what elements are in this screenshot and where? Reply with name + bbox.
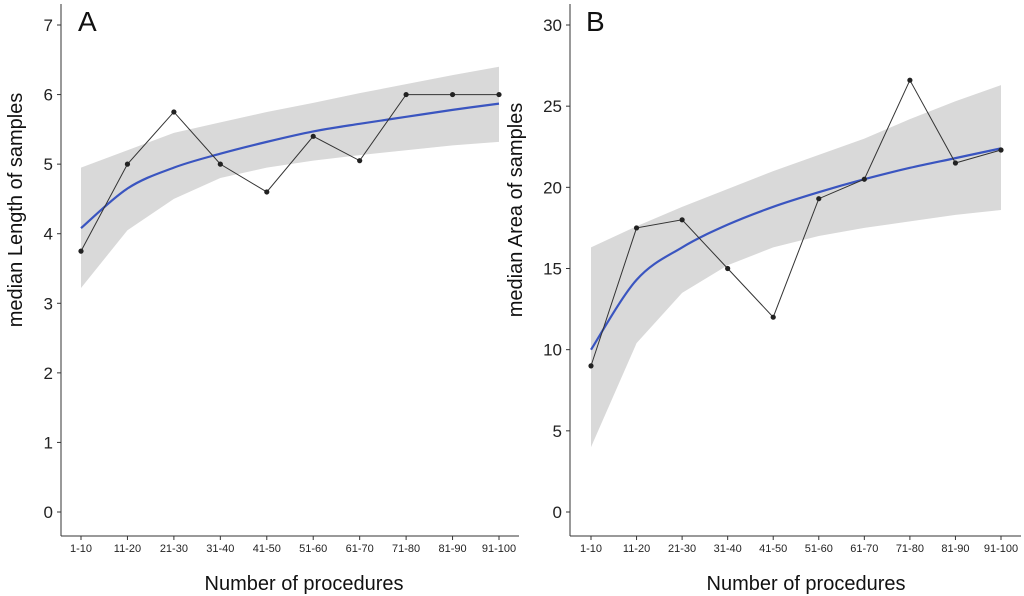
data-point <box>403 91 409 98</box>
x-tick-label: 51-60 <box>805 543 833 555</box>
data-point <box>907 77 913 83</box>
x-tick-label: 21-30 <box>668 543 696 555</box>
y-tick-label: 5 <box>553 422 562 441</box>
x-tick-label: 21-30 <box>160 543 188 555</box>
data-point <box>952 160 959 166</box>
x-tick-label: 1-10 <box>70 543 92 555</box>
data-point <box>588 363 594 369</box>
x-tick-label: 31-40 <box>206 543 234 555</box>
data-point <box>357 158 363 164</box>
x-tick-label: 41-50 <box>253 543 281 555</box>
panel-label: A <box>78 6 97 37</box>
y-tick-label: 0 <box>44 503 53 522</box>
confidence-band <box>591 85 1001 448</box>
confidence-band <box>81 66 499 288</box>
y-tick-label: 3 <box>44 294 53 313</box>
fit-line <box>80 102 500 229</box>
panel-b: 0 5 10 15 20 25 30 1-10 11-20 21-30 31-40 41-50 51-6… <box>505 4 1021 595</box>
y-tick-label: 2 <box>44 364 53 383</box>
x-tick-label: 1-10 <box>580 543 602 555</box>
data-point <box>124 161 131 167</box>
y-axis-title: median Area of samples <box>505 103 527 318</box>
y-tick-label: 1 <box>44 433 53 452</box>
x-axis-title: Number of procedures <box>707 573 906 595</box>
x-tick-label: 61-70 <box>346 543 374 555</box>
fit-line <box>590 147 1002 351</box>
median-line <box>80 94 499 252</box>
data-point <box>217 161 223 167</box>
data-point <box>998 147 1004 153</box>
x-tick-label: 91-100 <box>984 543 1018 555</box>
y-tick-label: 10 <box>543 341 562 360</box>
data-point <box>816 196 822 202</box>
x-tick-label: 71-80 <box>392 543 420 555</box>
data-point <box>861 176 867 182</box>
x-axis-title: Number of procedures <box>205 573 404 595</box>
y-tick-label: 6 <box>44 86 53 105</box>
x-tick-label: 81-90 <box>941 543 969 555</box>
x-tick-label: 11-20 <box>623 543 650 555</box>
data-point <box>78 248 84 254</box>
panel-a: 0 1 2 3 4 5 6 7 1-10 11-20 21-30 31-40 41-50 51-60 61-… <box>5 4 519 595</box>
x-tick-label: 31-40 <box>714 543 742 555</box>
panel-label: B <box>586 6 605 37</box>
data-point <box>310 133 316 139</box>
y-tick-label: 20 <box>543 178 562 197</box>
data-point <box>264 189 270 195</box>
data-point <box>496 91 502 98</box>
data-point <box>725 265 731 272</box>
x-tick-label: 61-70 <box>850 543 878 555</box>
data-point <box>633 225 640 231</box>
data-point <box>449 91 456 98</box>
x-tick-label: 41-50 <box>759 543 787 555</box>
y-tick-label: 15 <box>543 260 562 279</box>
data-point <box>770 314 776 320</box>
y-axis-title: median Length of samples <box>5 93 27 328</box>
x-tick-label: 51-60 <box>299 543 327 555</box>
y-tick-label: 25 <box>543 97 562 116</box>
x-tick-label: 11-20 <box>114 543 141 555</box>
y-tick-label: 30 <box>543 16 562 35</box>
x-tick-label: 71-80 <box>896 543 924 555</box>
x-tick-label: 91-100 <box>482 543 516 555</box>
data-point <box>171 109 177 115</box>
y-tick-label: 4 <box>44 225 53 244</box>
y-tick-label: 7 <box>44 16 53 35</box>
x-tick-label: 81-90 <box>438 543 466 555</box>
y-tick-label: 5 <box>44 155 53 174</box>
data-point <box>679 217 685 223</box>
y-tick-label: 0 <box>553 503 562 522</box>
median-line <box>590 79 1002 367</box>
